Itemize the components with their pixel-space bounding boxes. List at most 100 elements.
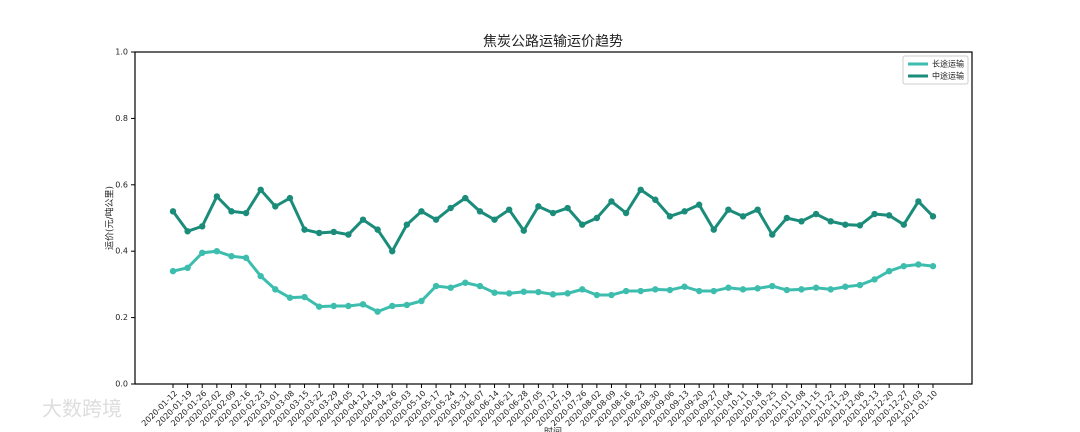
data-point	[812, 284, 820, 291]
data-point	[272, 286, 279, 293]
data-point	[579, 286, 586, 293]
data-point	[199, 223, 206, 230]
data-point	[827, 286, 834, 293]
data-point	[213, 248, 221, 255]
data-point	[213, 193, 221, 200]
data-point	[915, 261, 922, 268]
data-point	[783, 214, 791, 222]
legend-label: 中途运输	[932, 71, 964, 81]
data-point	[900, 221, 907, 228]
data-point	[754, 285, 761, 292]
data-point	[199, 249, 206, 257]
data-point	[286, 294, 294, 301]
data-point	[432, 216, 440, 223]
data-point	[710, 287, 717, 295]
data-point	[169, 208, 177, 215]
data-point	[915, 198, 922, 205]
data-point	[622, 209, 630, 217]
x-axis-label: 时间	[544, 426, 562, 432]
data-point	[564, 204, 571, 212]
data-point	[228, 252, 235, 260]
data-point	[769, 231, 776, 238]
data-point	[272, 203, 279, 210]
data-point	[637, 186, 644, 193]
data-point	[885, 267, 893, 275]
data-point	[418, 208, 425, 215]
data-point	[242, 209, 250, 217]
data-point	[695, 287, 703, 295]
data-point	[812, 210, 820, 218]
data-point	[681, 283, 688, 290]
watermark: 大数跨境	[42, 397, 122, 421]
data-point	[929, 213, 937, 220]
data-point	[257, 272, 264, 280]
y-tick-label: 1.0	[115, 48, 128, 57]
data-point	[622, 287, 630, 295]
data-point	[403, 301, 411, 309]
data-point	[871, 210, 878, 218]
data-point	[389, 302, 396, 310]
data-point	[169, 267, 177, 275]
data-point	[652, 196, 659, 203]
data-point	[447, 204, 454, 212]
data-point	[827, 218, 834, 225]
data-point	[345, 231, 352, 238]
data-point	[549, 291, 557, 298]
data-point	[315, 229, 323, 237]
data-point	[491, 216, 498, 223]
data-point	[432, 282, 440, 290]
data-point	[579, 221, 586, 228]
data-point	[184, 228, 191, 235]
data-point	[725, 206, 732, 213]
data-point	[549, 209, 557, 217]
data-point	[798, 286, 805, 293]
data-point	[491, 289, 498, 296]
data-point	[695, 201, 703, 208]
data-point	[330, 302, 337, 310]
data-point	[505, 206, 513, 213]
data-point	[783, 286, 791, 294]
plot-frame	[134, 51, 973, 385]
data-point	[593, 214, 601, 222]
data-point	[739, 286, 747, 293]
data-point	[476, 208, 484, 215]
data-point	[359, 301, 367, 308]
data-point	[739, 213, 747, 220]
data-point	[257, 186, 264, 193]
data-point	[564, 290, 571, 297]
data-point	[520, 227, 527, 234]
data-point	[900, 262, 907, 270]
data-point	[608, 198, 615, 205]
y-tick-label: 0.4	[115, 247, 128, 256]
data-point	[476, 282, 484, 290]
data-point	[359, 216, 367, 223]
data-point	[447, 284, 454, 291]
legend-label: 长途运输	[932, 59, 964, 69]
data-point	[505, 290, 513, 297]
data-point	[842, 283, 849, 290]
data-point	[725, 284, 732, 291]
data-point	[681, 208, 688, 215]
series-line	[172, 249, 934, 314]
data-point	[301, 226, 308, 233]
y-tick-label: 0.0	[115, 380, 128, 389]
data-point	[535, 288, 542, 296]
data-point	[929, 262, 937, 270]
data-point	[666, 286, 674, 294]
data-point	[345, 302, 352, 310]
data-point	[666, 213, 674, 220]
data-point	[798, 218, 805, 225]
y-tick-label: 0.8	[115, 114, 128, 123]
data-point	[403, 221, 411, 228]
y-tick-label: 0.6	[115, 180, 128, 189]
data-point	[462, 194, 469, 202]
data-point	[184, 264, 191, 271]
data-point	[842, 221, 849, 228]
data-point	[710, 226, 717, 233]
data-point	[520, 288, 527, 295]
data-point	[593, 291, 601, 299]
data-point	[374, 308, 381, 315]
data-point	[856, 281, 864, 289]
data-point	[856, 222, 864, 229]
data-point	[652, 286, 659, 293]
